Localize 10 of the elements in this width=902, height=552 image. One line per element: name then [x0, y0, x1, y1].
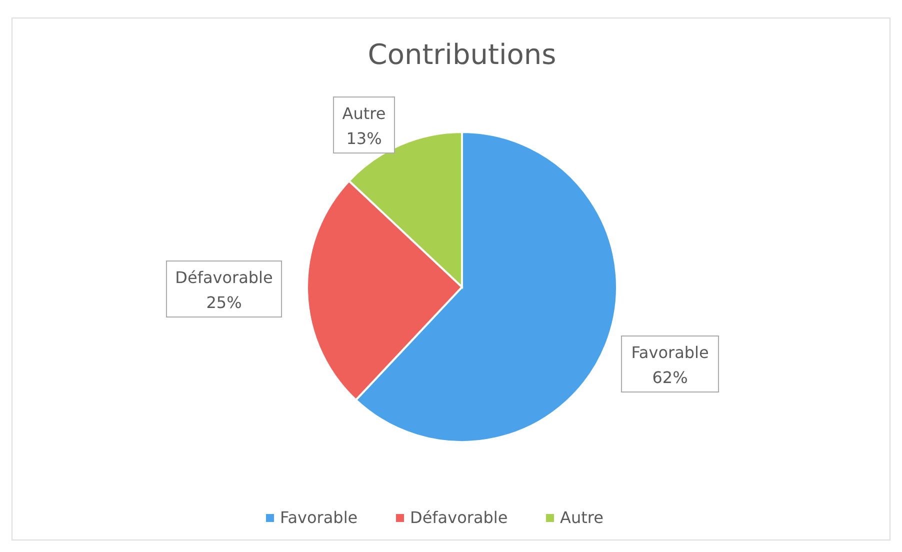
- chart-title: Contributions: [368, 38, 556, 71]
- data-label: 62%: [652, 368, 688, 387]
- legend-label: Défavorable: [410, 508, 508, 527]
- legend-label: Autre: [560, 508, 604, 527]
- slice-label: Autre: [342, 104, 386, 123]
- data-label: 13%: [346, 129, 382, 148]
- slice-label: Favorable: [631, 343, 709, 362]
- data-label: 25%: [206, 293, 242, 312]
- legend-label: Favorable: [280, 508, 358, 527]
- slice-label: Défavorable: [175, 268, 273, 287]
